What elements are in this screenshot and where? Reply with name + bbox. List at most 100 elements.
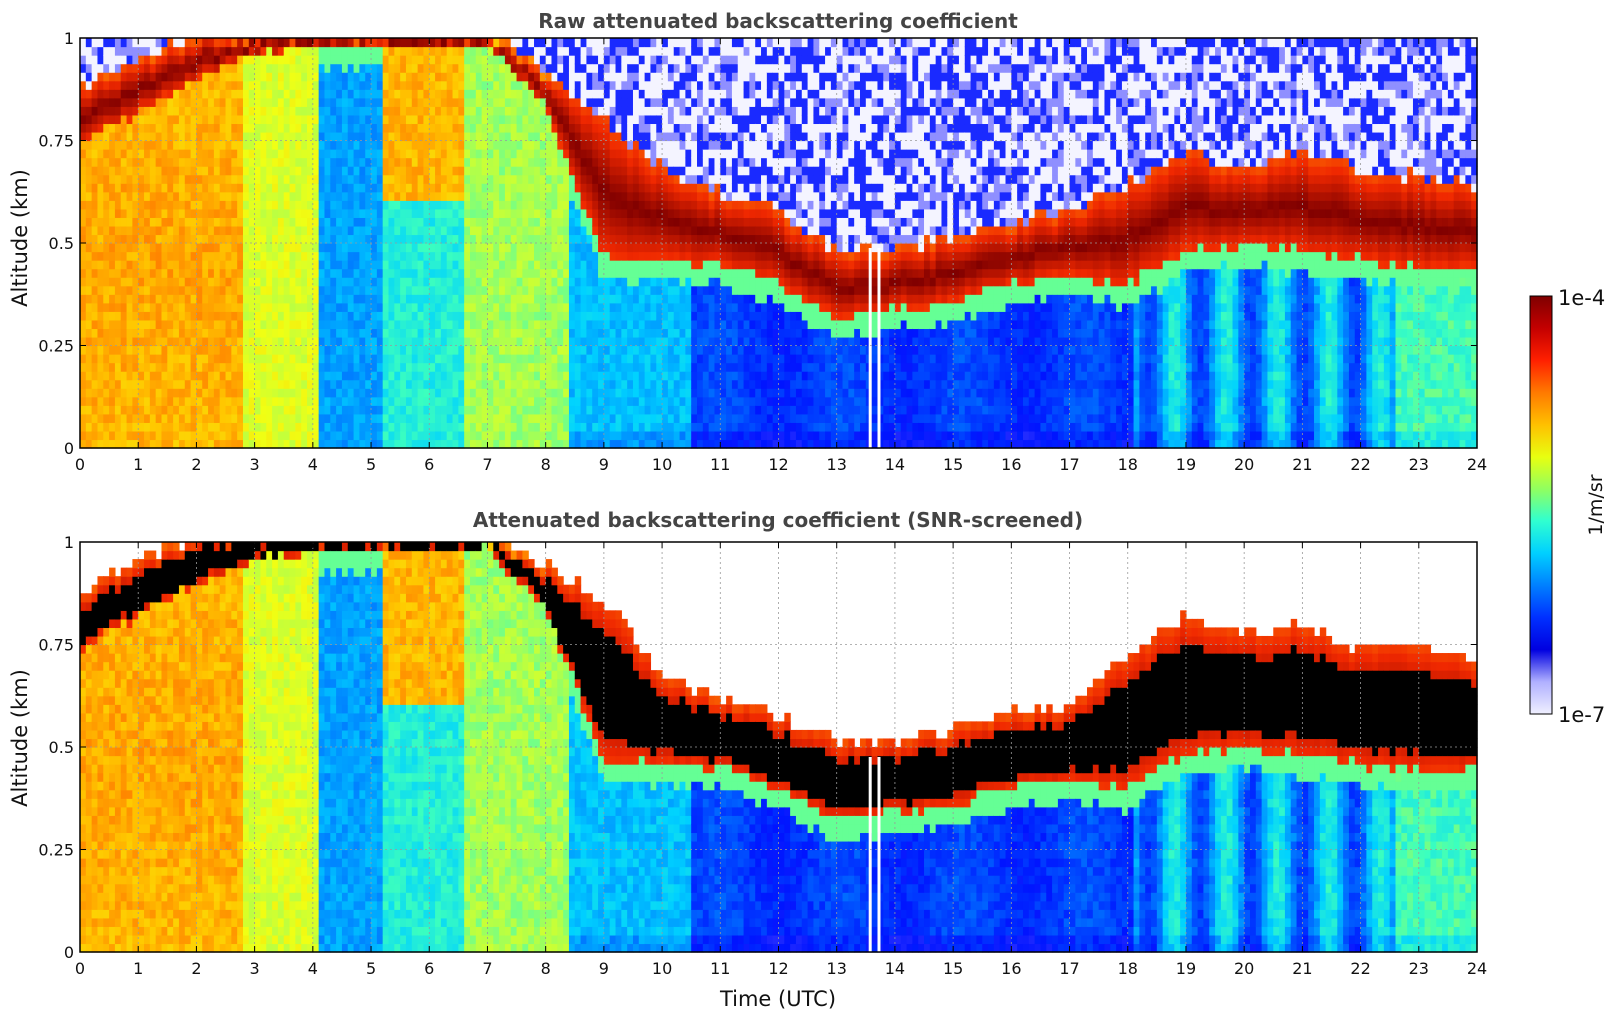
heatmap-cell — [185, 422, 191, 431]
heatmap-cell — [272, 226, 278, 235]
heatmap-cell — [260, 132, 266, 141]
heatmap-cell — [266, 277, 272, 286]
heatmap-cell — [231, 371, 237, 380]
heatmap-cell — [109, 337, 115, 346]
heatmap-cell — [260, 243, 266, 252]
heatmap-cell — [208, 38, 214, 47]
heatmap-cell — [202, 183, 208, 192]
heatmap-cell — [196, 337, 202, 346]
heatmap-cell — [185, 277, 191, 286]
heatmap-cell — [121, 346, 127, 355]
heatmap-cell — [220, 397, 226, 406]
heatmap-cell — [115, 303, 121, 312]
heatmap-cell — [86, 243, 92, 252]
heatmap-cell — [144, 217, 150, 226]
heatmap-cell — [97, 72, 103, 81]
heatmap-cell — [80, 200, 86, 209]
heatmap-cell — [86, 294, 92, 303]
heatmap-cell — [144, 439, 150, 448]
heatmap-cell — [255, 141, 261, 150]
heatmap-cell — [173, 363, 179, 372]
heatmap-cell — [92, 183, 98, 192]
heatmap-cell — [237, 226, 243, 235]
heatmap-cell — [196, 183, 202, 192]
heatmap-cell — [260, 380, 266, 389]
heatmap-cell — [208, 371, 214, 380]
heatmap-cell — [220, 89, 226, 98]
heatmap-cell — [86, 234, 92, 243]
heatmap-cell — [214, 311, 220, 320]
heatmap-cell — [80, 397, 86, 406]
heatmap-cell — [260, 346, 266, 355]
heatmap-cell — [121, 141, 127, 150]
heatmap-cell — [226, 363, 232, 372]
heatmap-cell — [243, 397, 249, 406]
heatmap-cell — [109, 200, 115, 209]
heatmap-cell — [150, 431, 156, 440]
heatmap-cell — [97, 328, 103, 337]
heatmap-cell — [92, 431, 98, 440]
heatmap-cell — [144, 363, 150, 372]
heatmap-cell — [260, 89, 266, 98]
heatmap-cell — [237, 269, 243, 278]
heatmap-cell — [179, 388, 185, 397]
heatmap-cell — [92, 123, 98, 132]
heatmap-cell — [103, 166, 109, 175]
heatmap-cell — [226, 260, 232, 269]
heatmap-cell — [266, 89, 272, 98]
heatmap-cell — [127, 175, 133, 184]
heatmap-cell — [97, 286, 103, 295]
heatmap-cell — [179, 38, 185, 47]
heatmap-cell — [97, 200, 103, 209]
heatmap-cell — [202, 106, 208, 115]
heatmap-cell — [80, 89, 86, 98]
heatmap-cell — [266, 320, 272, 329]
heatmap-cell — [127, 38, 133, 47]
heatmap-cell — [97, 123, 103, 132]
heatmap-cell — [167, 405, 173, 414]
heatmap-cell — [255, 431, 261, 440]
heatmap-cell — [86, 55, 92, 64]
heatmap-cell — [266, 175, 272, 184]
heatmap-cell — [115, 209, 121, 218]
heatmap-cell — [150, 38, 156, 47]
heatmap-cell — [196, 89, 202, 98]
heatmap-cell — [208, 81, 214, 90]
heatmap-cell — [97, 217, 103, 226]
heatmap-cell — [185, 439, 191, 448]
heatmap-cell — [255, 183, 261, 192]
heatmap-cell — [115, 158, 121, 167]
heatmap-cell — [80, 226, 86, 235]
heatmap-cell — [150, 226, 156, 235]
heatmap-cell — [167, 371, 173, 380]
heatmap-cell — [103, 294, 109, 303]
heatmap-cell — [226, 217, 232, 226]
heatmap-cell — [173, 132, 179, 141]
heatmap-cell — [121, 234, 127, 243]
heatmap-cell — [103, 175, 109, 184]
heatmap-cell — [121, 414, 127, 423]
heatmap-cell — [179, 380, 185, 389]
heatmap-cell — [255, 328, 261, 337]
heatmap-cell — [196, 397, 202, 406]
heatmap-cell — [103, 337, 109, 346]
heatmap-cell — [202, 141, 208, 150]
heatmap-cell — [243, 422, 249, 431]
heatmap-cell — [243, 106, 249, 115]
heatmap-cell — [161, 337, 167, 346]
heatmap-cell — [196, 234, 202, 243]
heatmap-cell — [179, 354, 185, 363]
heatmap-cell — [173, 106, 179, 115]
heatmap-cell — [243, 380, 249, 389]
heatmap-cell — [127, 149, 133, 158]
heatmap-cell — [161, 243, 167, 252]
heatmap-cell — [144, 414, 150, 423]
heatmap-cell — [121, 106, 127, 115]
heatmap-cell — [173, 414, 179, 423]
heatmap-cell — [109, 346, 115, 355]
heatmap-cell — [179, 286, 185, 295]
heatmap-cell — [138, 226, 144, 235]
heatmap-cell — [266, 226, 272, 235]
heatmap-cell — [97, 380, 103, 389]
heatmap-cell — [156, 260, 162, 269]
